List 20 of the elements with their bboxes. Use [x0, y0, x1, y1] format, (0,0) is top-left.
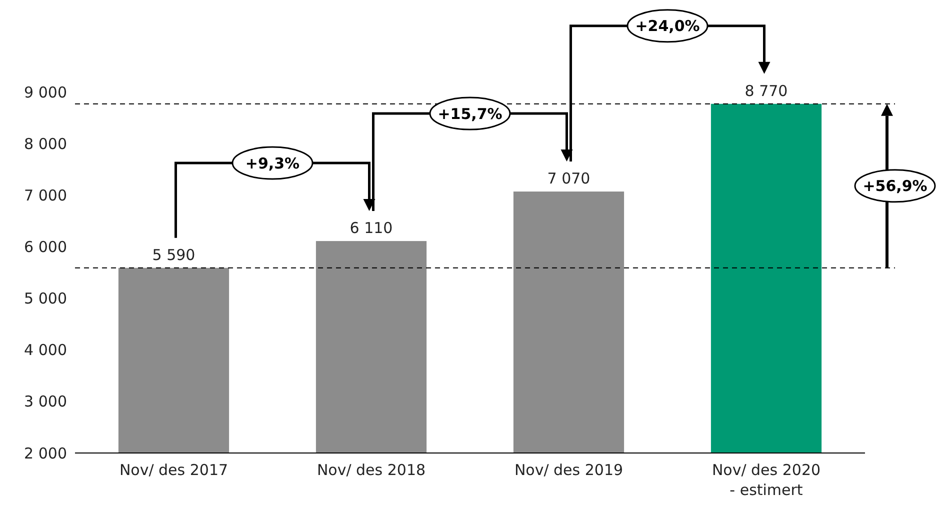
y-tick-label: 3 000 — [24, 392, 67, 411]
x-tick-label: Nov/ des 2017 — [119, 461, 228, 479]
y-tick-label: 8 000 — [24, 134, 67, 153]
y-tick-label: 6 000 — [24, 238, 67, 256]
data-label: 6 110 — [350, 219, 393, 238]
annotation: +56,9% — [862, 177, 928, 196]
x-tick-label: Nov/ des 2018 — [316, 461, 426, 479]
y-tick-label: 9 000 — [24, 83, 67, 102]
annotation: +9,3% — [245, 154, 300, 172]
y-tick-label: 4 000 — [24, 341, 67, 360]
text: +24,0% — [635, 17, 700, 36]
y-tick-label: 5 000 — [24, 290, 67, 308]
x-tick-label: Nov/ des 2020 - estimert — [712, 461, 821, 499]
x-tick-label: Nov/ des 2019 — [514, 461, 624, 479]
y-tick-label: 2 000 — [24, 444, 67, 462]
annotation: +15,7% — [438, 104, 502, 123]
data-label: 5 590 — [152, 246, 196, 264]
data-label: 8 770 — [744, 82, 788, 100]
data-label: 7 070 — [547, 170, 590, 188]
y-tick-label: 7 000 — [24, 186, 67, 204]
